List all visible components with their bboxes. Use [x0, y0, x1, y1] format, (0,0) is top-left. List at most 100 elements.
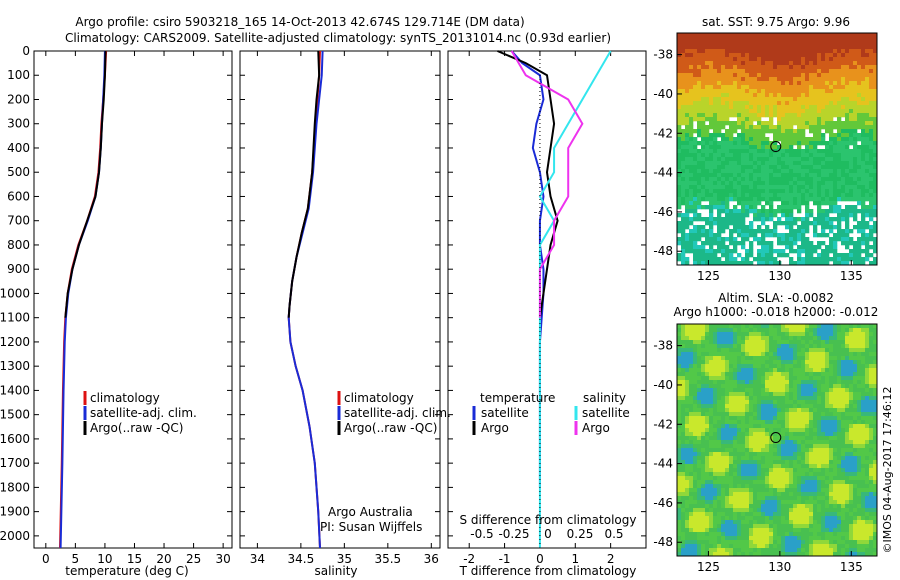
heatmap-cell — [865, 241, 870, 246]
heatmap-cell — [757, 145, 762, 150]
heatmap-cell — [809, 173, 814, 178]
heatmap-cell — [813, 113, 818, 118]
heatmap-cell — [821, 464, 826, 469]
heatmap-cell — [753, 101, 758, 106]
heatmap-cell — [773, 392, 778, 397]
heatmap-cell — [765, 153, 770, 158]
heatmap-cell — [709, 360, 714, 365]
heatmap-cell — [837, 444, 842, 449]
heatmap-cell — [821, 41, 826, 46]
heatmap-cell — [833, 69, 838, 74]
heatmap-cell — [733, 85, 738, 90]
heatmap-cell — [745, 480, 750, 485]
heatmap-cell — [805, 185, 810, 190]
heatmap-cell — [713, 205, 718, 210]
heatmap-cell — [789, 177, 794, 182]
heatmap-cell — [813, 229, 818, 234]
heatmap-cell — [753, 384, 758, 389]
heatmap-cell — [849, 237, 854, 242]
heatmap-cell — [797, 117, 802, 122]
heatmap-cell — [861, 364, 866, 369]
heatmap-cell — [813, 257, 818, 262]
heatmap-cell — [737, 340, 742, 345]
heatmap-cell — [797, 460, 802, 465]
heatmap-cell — [769, 484, 774, 489]
heatmap-cell — [705, 384, 710, 389]
heatmap-cell — [753, 189, 758, 194]
heatmap-cell — [761, 460, 766, 465]
heatmap-cell — [861, 57, 866, 62]
heatmap-cell — [701, 348, 706, 353]
heatmap-cell — [861, 129, 866, 134]
heatmap-cell — [849, 384, 854, 389]
heatmap-cell — [837, 73, 842, 78]
heatmap-cell — [745, 376, 750, 381]
heatmap-cell — [769, 81, 774, 86]
heatmap-cell — [849, 388, 854, 393]
heatmap-cell — [761, 404, 766, 409]
heatmap-cell — [857, 53, 862, 58]
heatmap-cell — [685, 209, 690, 214]
heatmap-cell — [873, 213, 878, 218]
heatmap-cell — [849, 360, 854, 365]
heatmap-cell — [757, 89, 762, 94]
heatmap-cell — [701, 125, 706, 130]
heatmap-cell — [741, 85, 746, 90]
heatmap-cell — [681, 432, 686, 437]
heatmap-cell — [681, 149, 686, 154]
heatmap-cell — [781, 89, 786, 94]
heatmap-cell — [793, 468, 798, 473]
heatmap-cell — [685, 336, 690, 341]
heatmap-cell — [833, 249, 838, 254]
heatmap-cell — [869, 169, 874, 174]
heatmap-cell — [773, 145, 778, 150]
heatmap-cell — [873, 129, 878, 134]
heatmap-cell — [705, 424, 710, 429]
heatmap-cell — [809, 249, 814, 254]
heatmap-cell — [693, 113, 698, 118]
heatmap-cell — [809, 452, 814, 457]
heatmap-cell — [849, 368, 854, 373]
heatmap-cell — [721, 324, 726, 329]
heatmap-cell — [725, 221, 730, 226]
heatmap-cell — [749, 456, 754, 461]
heatmap-cell — [705, 65, 710, 70]
heatmap-cell — [817, 332, 822, 337]
heatmap-cell — [761, 249, 766, 254]
heatmap-cell — [749, 73, 754, 78]
heatmap-cell — [825, 77, 830, 82]
heatmap-cell — [781, 153, 786, 158]
heatmap-cell — [789, 145, 794, 150]
heatmap-cell — [849, 340, 854, 345]
heatmap-cell — [717, 165, 722, 170]
heatmap-cell — [677, 49, 682, 54]
heatmap-cell — [693, 217, 698, 222]
heatmap-cell — [873, 420, 878, 425]
heatmap-cell — [833, 440, 838, 445]
heatmap-cell — [737, 65, 742, 70]
heatmap-cell — [761, 209, 766, 214]
heatmap-cell — [713, 41, 718, 46]
heatmap-cell — [833, 464, 838, 469]
heatmap-cell — [769, 356, 774, 361]
heatmap-cell — [733, 121, 738, 126]
heatmap-cell — [689, 121, 694, 126]
heatmap-cell — [753, 448, 758, 453]
heatmap-cell — [721, 420, 726, 425]
heatmap-cell — [821, 53, 826, 58]
heatmap-cell — [761, 45, 766, 50]
heatmap-cell — [709, 460, 714, 465]
heatmap-cell — [753, 352, 758, 357]
heatmap-cell — [817, 456, 822, 461]
heatmap-cell — [749, 85, 754, 90]
heatmap-cell — [813, 221, 818, 226]
heatmap-cell — [825, 233, 830, 238]
heatmap-cell — [861, 428, 866, 433]
heatmap-cell — [773, 404, 778, 409]
heatmap-cell — [689, 468, 694, 473]
heatmap-cell — [841, 153, 846, 158]
heatmap-cell — [789, 388, 794, 393]
heatmap-cell — [681, 85, 686, 90]
heatmap-cell — [821, 376, 826, 381]
heatmap-cell — [693, 368, 698, 373]
